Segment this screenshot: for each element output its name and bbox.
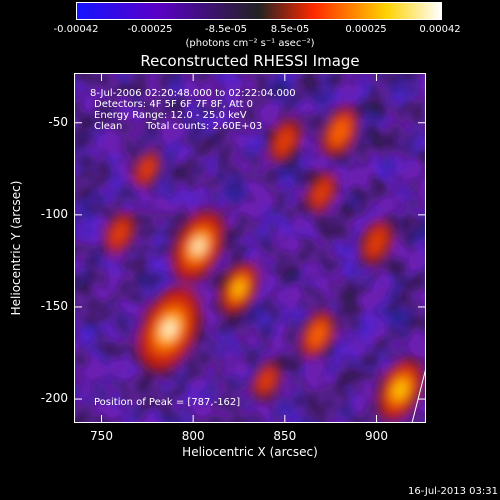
colorbar-tick-label: -8.5e-05: [205, 24, 247, 35]
detectors-annotation: Detectors: 4F 5F 6F 7F 8F, Att 0: [94, 99, 254, 110]
time-range-annotation: 8-Jul-2006 02:20:48.000 to 02:22:04.000: [90, 88, 296, 99]
heatmap-source: [258, 369, 275, 392]
method-annotation: Clean: [94, 121, 123, 132]
colorbar-tick-label: -0.00042: [53, 24, 99, 35]
colorbar-tick-label: 0.00042: [419, 24, 461, 35]
heatmap-source: [367, 229, 386, 256]
heatmap-source: [194, 240, 203, 253]
heatmap-plot: [74, 73, 426, 423]
x-tick-label: 900: [365, 429, 388, 443]
render-timestamp: 16-Jul-2013 03:31: [407, 486, 498, 497]
heatmap-source: [393, 379, 408, 400]
colorbar-tick-label: 0.00025: [345, 24, 387, 35]
colorbar: [76, 2, 442, 20]
heatmap-source: [329, 117, 351, 147]
x-tick-label: 800: [181, 429, 205, 443]
y-axis-ticks: [74, 122, 426, 400]
peak-position-annotation: Position of Peak = [787,-162]: [94, 397, 241, 408]
x-tick-label: 850: [273, 429, 297, 443]
colorbar-units: (photons cm⁻² s⁻¹ asec⁻²): [185, 38, 315, 49]
x-tick-label: 750: [90, 429, 113, 443]
plot-frame: [74, 73, 426, 423]
heatmap-source: [139, 157, 156, 180]
y-tick-label: -50: [48, 114, 68, 129]
heatmap-source: [312, 180, 331, 205]
y-axis-label: Heliocentric Y (arcsec): [9, 180, 23, 316]
y-tick-label: -100: [40, 206, 68, 221]
limb-line: [411, 367, 426, 423]
x-axis-label: Heliocentric X (arcsec): [182, 445, 318, 459]
colorbar-tick-label: 8.5e-05: [270, 24, 310, 35]
total-counts-annotation: Total counts: 2.60E+03: [146, 121, 263, 132]
heatmap-source: [232, 280, 246, 297]
heatmap-sources: [105, 107, 423, 420]
heatmap-source: [307, 320, 328, 349]
heatmap-source: [275, 128, 295, 154]
heatmap-source: [164, 321, 175, 337]
heatmap-source: [111, 221, 129, 246]
x-axis-ticks: [101, 73, 377, 423]
colorbar-tick-label: -0.00025: [127, 24, 173, 35]
y-tick-label: -150: [40, 298, 68, 313]
y-tick-label: -200: [40, 391, 68, 406]
chart-title: Reconstructed RHESSI Image: [140, 52, 360, 70]
energy-range-annotation: Energy Range: 12.0 - 25.0 keV: [94, 110, 247, 121]
